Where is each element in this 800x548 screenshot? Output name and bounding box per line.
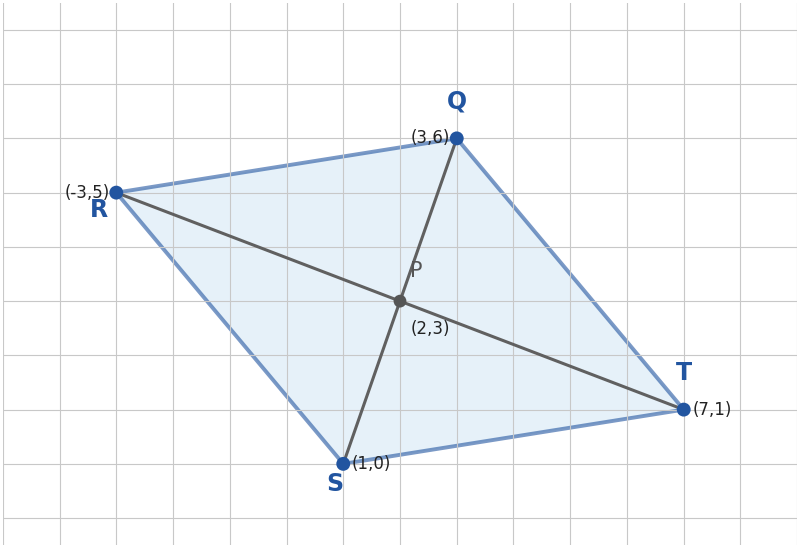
Text: P: P xyxy=(410,260,422,281)
Point xyxy=(450,134,463,143)
Point xyxy=(110,189,122,197)
Text: (-3,5): (-3,5) xyxy=(64,184,110,202)
Point xyxy=(337,459,350,468)
Point xyxy=(678,405,690,414)
Text: (2,3): (2,3) xyxy=(410,320,450,338)
Text: R: R xyxy=(90,198,108,222)
Text: S: S xyxy=(326,472,343,496)
Text: T: T xyxy=(676,361,692,385)
Polygon shape xyxy=(116,139,684,464)
Point xyxy=(394,296,406,305)
Text: (3,6): (3,6) xyxy=(410,129,450,147)
Text: Q: Q xyxy=(446,90,467,114)
Text: (7,1): (7,1) xyxy=(692,401,732,419)
Text: (1,0): (1,0) xyxy=(352,455,391,473)
